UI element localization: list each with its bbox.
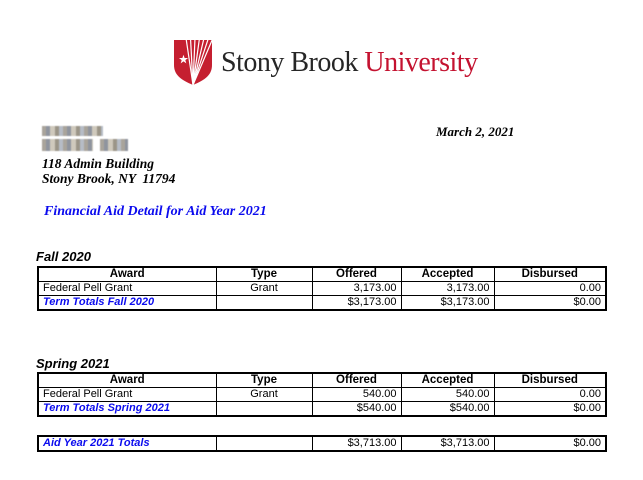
offered-cell: 3,173.00 — [311, 281, 402, 296]
aid-year-totals-row: Aid Year 2021 Totals $3,713.00 $3,713.00… — [37, 435, 607, 452]
accepted-cell: 3,173.00 — [400, 281, 495, 296]
column-header-offered: Offered — [311, 372, 402, 388]
section-label-fall-2020: Fall 2020 — [36, 249, 91, 264]
spring-2021-table: Award Type Offered Accepted Disbursed Fe… — [37, 372, 607, 417]
redacted-recipient-line-2 — [42, 139, 128, 151]
column-header-type: Type — [215, 372, 313, 388]
type-cell: Grant — [215, 387, 313, 402]
offered-total-cell: $3,173.00 — [311, 295, 402, 311]
column-header-award: Award — [37, 372, 217, 388]
term-totals-label: Term Totals Fall 2020 — [37, 295, 217, 311]
award-cell: Federal Pell Grant — [37, 281, 217, 296]
logo-wordmark: Stony Brook University — [221, 39, 478, 86]
column-header-offered: Offered — [311, 266, 402, 282]
offered-total-cell: $3,713.00 — [311, 435, 402, 452]
fall-2020-table: Award Type Offered Accepted Disbursed Fe… — [37, 266, 607, 311]
sbu-shield-icon — [174, 40, 212, 85]
logo-wordmark-secondary: University — [364, 47, 478, 78]
accepted-total-cell: $3,713.00 — [400, 435, 495, 452]
table-header-row: Award Type Offered Accepted Disbursed — [37, 372, 607, 388]
redacted-block — [42, 139, 93, 151]
column-header-award: Award — [37, 266, 217, 282]
column-header-disbursed: Disbursed — [493, 266, 607, 282]
section-label-spring-2021: Spring 2021 — [36, 356, 110, 371]
redacted-recipient-line-1 — [42, 126, 103, 136]
letter-date: March 2, 2021 — [436, 124, 515, 139]
accepted-total-cell: $540.00 — [400, 401, 495, 417]
disbursed-cell: 0.00 — [493, 387, 607, 402]
aid-year-totals-table: Aid Year 2021 Totals $3,713.00 $3,713.00… — [37, 435, 607, 452]
table-row: Federal Pell Grant Grant 3,173.00 3,173.… — [37, 281, 607, 296]
table-header-row: Award Type Offered Accepted Disbursed — [37, 266, 607, 282]
redacted-block — [42, 126, 103, 136]
stony-brook-logo: Stony Brook University — [172, 39, 478, 86]
redacted-block — [100, 139, 128, 151]
type-cell-empty — [215, 401, 313, 417]
column-header-accepted: Accepted — [400, 266, 495, 282]
disbursed-total-cell: $0.00 — [493, 435, 607, 452]
star-icon — [178, 54, 189, 64]
disbursed-cell: 0.00 — [493, 281, 607, 296]
column-header-type: Type — [215, 266, 313, 282]
document-title: Financial Aid Detail for Aid Year 2021 — [44, 204, 267, 219]
table-row: Federal Pell Grant Grant 540.00 540.00 0… — [37, 387, 607, 402]
term-totals-row: Term Totals Spring 2021 $540.00 $540.00 … — [37, 401, 607, 417]
disbursed-total-cell: $0.00 — [493, 295, 607, 311]
type-cell-empty — [215, 435, 313, 452]
column-header-accepted: Accepted — [400, 372, 495, 388]
award-cell: Federal Pell Grant — [37, 387, 217, 402]
type-cell-empty — [215, 295, 313, 311]
accepted-total-cell: $3,173.00 — [400, 295, 495, 311]
address-line-1: 118 Admin Building — [42, 156, 155, 171]
offered-total-cell: $540.00 — [311, 401, 402, 417]
logo-wordmark-primary: Stony Brook — [221, 47, 358, 78]
disbursed-total-cell: $0.00 — [493, 401, 607, 417]
accepted-cell: 540.00 — [400, 387, 495, 402]
offered-cell: 540.00 — [311, 387, 402, 402]
column-header-disbursed: Disbursed — [493, 372, 607, 388]
type-cell: Grant — [215, 281, 313, 296]
term-totals-row: Term Totals Fall 2020 $3,173.00 $3,173.0… — [37, 295, 607, 311]
term-totals-label: Term Totals Spring 2021 — [37, 401, 217, 417]
address-line-2: Stony Brook, NY 11794 — [42, 171, 176, 186]
aid-year-totals-label: Aid Year 2021 Totals — [37, 435, 217, 452]
